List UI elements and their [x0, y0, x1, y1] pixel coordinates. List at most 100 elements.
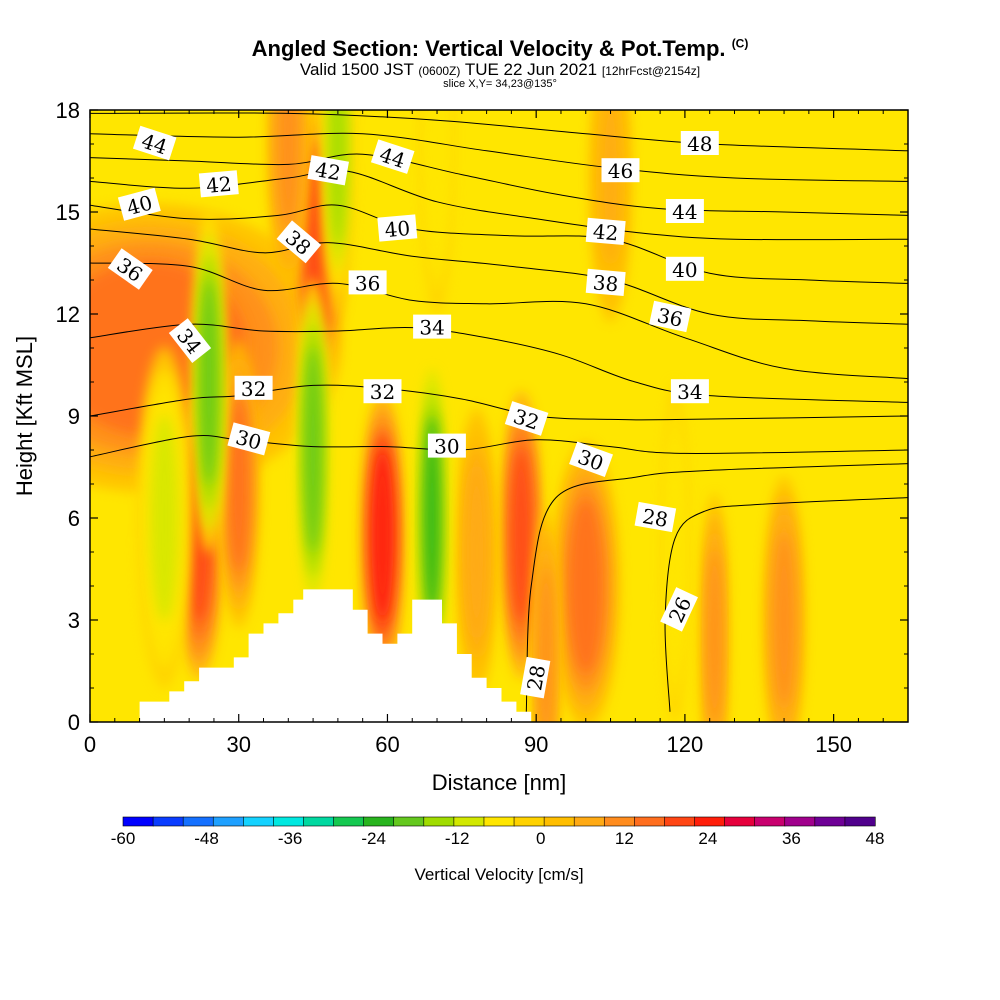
contour-label: 34 — [413, 314, 452, 340]
contour-label-box — [665, 199, 704, 223]
contour-label-text: 40 — [384, 216, 411, 242]
colorbar-tick-label: -60 — [111, 829, 136, 848]
contour-label-text: 34 — [677, 380, 702, 404]
title-main: Angled Section: Vertical Velocity & Pot.… — [251, 36, 726, 61]
y-axis-title: Height [Kft MSL] — [12, 336, 37, 496]
x-tick-label: 120 — [667, 732, 704, 757]
isentrope-46 — [90, 132, 908, 182]
valid-prefix: Valid 1500 JST — [299, 60, 414, 79]
contour-label-text: 48 — [687, 132, 712, 156]
contour-label-text: 30 — [434, 435, 459, 459]
colorbar-swatch — [393, 816, 425, 827]
colorbar-swatch — [182, 816, 214, 827]
contour-label: 32 — [234, 375, 273, 401]
contour-label-box — [569, 441, 614, 478]
contour-label: 48 — [680, 131, 719, 156]
y-tick-label: 3 — [68, 608, 80, 633]
colorbar: -60 -48 -36 -24 -12 0 12 24 36 48 — [111, 816, 885, 848]
contour-label-box — [413, 314, 452, 339]
downdraft-cell — [304, 346, 322, 554]
isentrope-48 — [90, 112, 908, 152]
chart-title: Angled Section: Vertical Velocity & Pot.… — [0, 36, 1000, 62]
updraft-cell — [277, 110, 299, 232]
valid-utc: (0600Z) — [418, 64, 461, 78]
updraft-cell — [371, 447, 394, 623]
contour-label: 40 — [377, 214, 418, 242]
colorbar-tick-label: 48 — [866, 829, 885, 848]
contour-label-text: 44 — [672, 200, 697, 224]
contour-label-box — [198, 170, 239, 198]
contour-label: 36 — [348, 270, 387, 295]
contour-label-box — [117, 187, 161, 221]
isentrope-lines — [90, 112, 908, 712]
contour-label-box — [234, 375, 273, 400]
downdraft-cell — [428, 110, 446, 248]
contour-label-box — [427, 433, 466, 458]
contour-label-box — [504, 401, 549, 436]
chart-subtitle: Valid 1500 JST (0600Z) TUE 22 Jun 2021 [… — [0, 60, 1000, 80]
isentrope-26 — [664, 497, 908, 712]
colorbar-swatch — [724, 816, 756, 827]
contour-label: 46 — [601, 158, 640, 183]
contour-label: 44 — [665, 199, 704, 224]
x-tick-label: 30 — [226, 732, 250, 757]
colorbar-swatch — [814, 816, 846, 827]
contour-label-box — [363, 379, 402, 404]
isentrope-32 — [90, 384, 908, 421]
updraft-cell — [568, 498, 604, 674]
x-tick-label: 150 — [815, 732, 852, 757]
contour-label: 38 — [585, 268, 626, 296]
isentrope-36 — [90, 262, 908, 380]
colorbar-tick-label: 36 — [782, 829, 801, 848]
colorbar-title: Vertical Velocity [cm/s] — [414, 865, 583, 884]
contour-label-text: 46 — [608, 159, 633, 183]
colorbar-swatch — [634, 816, 666, 827]
contour-label-text: 32 — [241, 377, 266, 401]
contour-label-box — [634, 501, 677, 533]
x-tick-label: 60 — [375, 732, 399, 757]
colorbar-swatch — [273, 816, 305, 827]
contour-label: 42 — [198, 170, 239, 198]
colorbar-swatch — [303, 816, 335, 827]
copyright-mark: (C) — [731, 36, 749, 51]
updraft-cell — [539, 566, 554, 722]
contour-label-box — [276, 220, 322, 264]
colorbar-swatch — [754, 816, 786, 827]
contour-label: 34 — [670, 379, 709, 404]
contour-label: 32 — [363, 379, 402, 404]
contour-label-text: 34 — [419, 316, 444, 340]
contour-label-box — [377, 214, 418, 242]
contour-label: 42 — [307, 155, 349, 186]
updraft-cell — [707, 549, 722, 722]
colorbar-swatch — [543, 816, 575, 827]
contour-label-text: 32 — [370, 380, 395, 404]
contour-label-text: 28 — [641, 504, 670, 532]
forecast-info: [12hrFcst@2154z] — [601, 64, 701, 78]
colorbar-swatch — [694, 816, 726, 827]
colorbar-swatch — [513, 816, 545, 827]
downdraft-cell — [150, 414, 179, 622]
slice-info: slice X,Y= 34,23@135° — [443, 78, 557, 90]
isentrope-34 — [90, 323, 908, 403]
contour-label-box — [670, 379, 709, 404]
isentrope-40 — [90, 204, 908, 284]
colorbar-swatch — [784, 816, 816, 827]
updraft-cell — [510, 447, 532, 623]
contour-label: 42 — [585, 217, 626, 245]
contour-label: 36 — [649, 300, 692, 333]
updraft-cell — [228, 396, 250, 572]
contour-label: 40 — [665, 256, 704, 282]
colorbar-tick-label: -24 — [361, 829, 386, 848]
contour-label-text: 42 — [205, 172, 232, 198]
y-tick-label: 6 — [68, 506, 80, 531]
colorbar-tick-label: -12 — [445, 829, 470, 848]
contour-label-text: 38 — [592, 270, 619, 296]
colorbar-swatch — [573, 816, 605, 827]
y-tick-label: 9 — [68, 404, 80, 429]
contour-label-text: 42 — [592, 219, 619, 245]
contour-label-box — [601, 158, 640, 183]
y-tick-label: 18 — [56, 98, 80, 123]
contour-label-box — [680, 131, 719, 155]
